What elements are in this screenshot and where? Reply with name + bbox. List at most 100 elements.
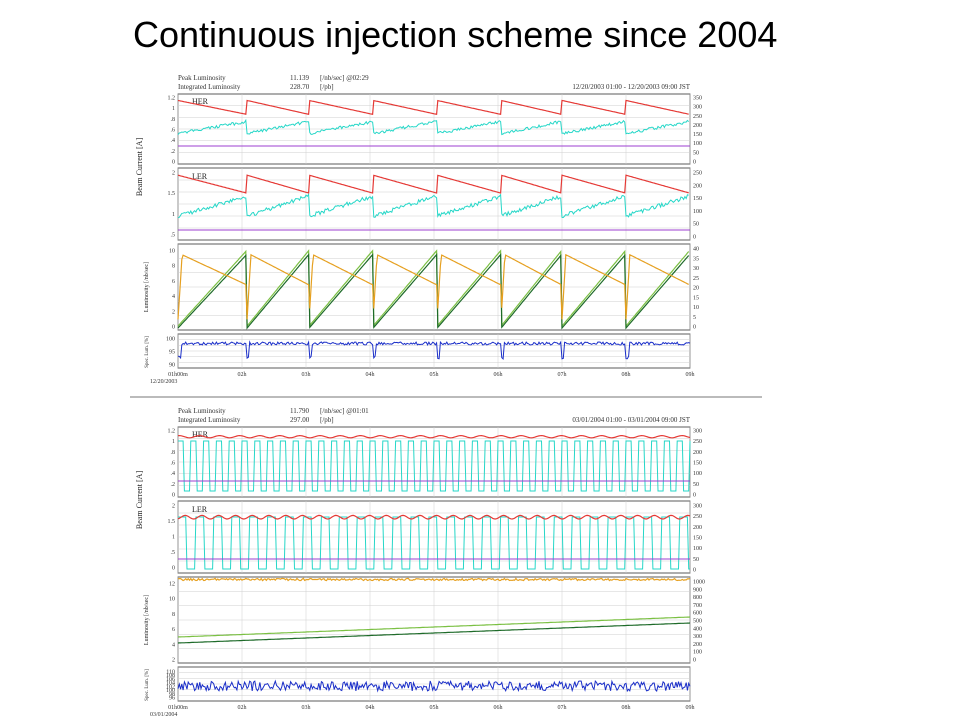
ler-right-tick: 300 <box>693 504 702 510</box>
ler-right-tick: 100 <box>693 546 702 552</box>
beam-current-label: Beam Current [A] <box>135 471 144 530</box>
panel-divider <box>130 396 762 398</box>
ler-label: LER <box>192 172 208 181</box>
x-tick: 04h <box>366 705 375 711</box>
her-left-tick: .8 <box>171 450 176 456</box>
spec-tick: 90 <box>169 363 175 369</box>
x-tick: 01h00m <box>168 705 188 711</box>
her-left-tick: .4 <box>171 138 176 144</box>
her-left-tick: .6 <box>171 128 176 134</box>
lum-right-tick: 0 <box>693 658 696 664</box>
lum-right-tick: 0 <box>693 325 696 331</box>
spec-tick: 106 <box>166 677 175 683</box>
x-tick: 08h <box>622 705 631 711</box>
her-current-line <box>177 99 689 116</box>
luminosity-label: Luminosity [/nb/sec] <box>144 262 150 312</box>
x-tick: 04h <box>366 372 375 378</box>
her-right-tick: 50 <box>693 150 699 156</box>
lum-left-tick: 4 <box>172 642 175 648</box>
spec-lum-label: Spec. Lum. [%] <box>145 336 150 368</box>
x-tick: 01h00m <box>168 372 188 378</box>
lum-right-tick: 30 <box>693 266 699 272</box>
lum-left-tick: 10 <box>169 249 175 255</box>
x-date: 03/01/2004 <box>150 712 177 717</box>
lum-right-tick: 5 <box>693 315 696 321</box>
her-left-tick: 1 <box>172 439 175 445</box>
spec-lum-line <box>177 340 691 360</box>
her-right-tick: 200 <box>693 450 702 456</box>
her-left-tick: 1.2 <box>168 96 176 102</box>
her-right-tick: 200 <box>693 123 702 129</box>
x-tick: 06h <box>494 705 503 711</box>
her-right-tick: 50 <box>693 482 699 488</box>
her-label: HER <box>192 97 209 106</box>
lum-left-tick: 0 <box>172 325 175 331</box>
ler-left-tick: 2 <box>172 504 175 510</box>
lum-left-tick: 6 <box>172 627 175 633</box>
spec-tick: 95 <box>169 350 175 356</box>
her-left-tick: .2 <box>171 149 176 155</box>
her-right-tick: 0 <box>693 493 696 499</box>
peak-lum-unit: [/nb/sec] @02:29 <box>320 74 369 82</box>
integ-lum-value: 228.70 <box>290 83 310 91</box>
date-range: 12/20/2003 01:00 - 12/20/2003 09:00 JST <box>572 83 690 91</box>
ler-right-tick: 50 <box>693 557 699 563</box>
integ-delivered-line <box>177 616 691 638</box>
ler-right-tick: 200 <box>693 525 702 531</box>
her-left-tick: 0 <box>172 493 175 499</box>
ler-right-tick: 200 <box>693 183 702 189</box>
spec-lum-label: Spec. Lum. [%] <box>145 669 150 701</box>
x-tick: 03h <box>302 705 311 711</box>
lum-right-tick: 100 <box>693 650 702 656</box>
x-tick: 02h <box>238 705 247 711</box>
lum-left-tick: 6 <box>172 279 175 285</box>
x-tick: 05h <box>430 372 439 378</box>
her-right-tick: 250 <box>693 439 702 445</box>
peak-lum-label: Peak Luminosity <box>178 407 226 415</box>
integ-lum-value: 297.00 <box>290 416 310 424</box>
lum-right-tick: 10 <box>693 305 699 311</box>
ler-right-tick: 150 <box>693 536 702 542</box>
her-right-tick: 100 <box>693 471 702 477</box>
integ-lum-unit: [/pb] <box>320 416 334 424</box>
peak-lum-value: 11.790 <box>290 407 309 415</box>
luminosity-chart-2004: Peak Luminosity 11.790 [/nb/sec] @01:01 Int… <box>135 407 705 717</box>
ler-left-tick: .5 <box>171 233 176 239</box>
ler-right-tick: 150 <box>693 196 702 202</box>
spec-tick: 110 <box>166 670 175 676</box>
integ-delivered-line <box>177 249 690 328</box>
ler-left-tick: 1.5 <box>168 191 176 197</box>
lum-left-tick: 12 <box>169 582 175 588</box>
her-left-tick: .8 <box>171 117 176 123</box>
luminosity-label: Luminosity [/nb/sec] <box>144 595 150 645</box>
ler-left-tick: 0 <box>172 566 175 572</box>
lum-right-tick: 40 <box>693 247 699 253</box>
her-left-tick: .4 <box>171 471 176 477</box>
x-tick: 06h <box>494 372 503 378</box>
her-left-tick: 1.2 <box>168 429 176 435</box>
ler-right-tick: 0 <box>693 235 696 241</box>
ler-lifetime-line <box>178 516 690 570</box>
integ-logged-line <box>177 622 691 644</box>
ler-right-tick: 250 <box>693 514 702 520</box>
lum-right-tick: 25 <box>693 276 699 282</box>
peak-lum-label: Peak Luminosity <box>178 74 226 82</box>
x-tick: 09h <box>686 705 695 711</box>
her-right-tick: 0 <box>693 160 696 166</box>
peak-lum-value: 11.139 <box>290 74 309 82</box>
her-right-tick: 250 <box>693 114 702 120</box>
x-tick: 07h <box>558 705 567 711</box>
ler-left-tick: 1 <box>172 212 175 218</box>
lum-right-tick: 500 <box>693 619 702 625</box>
ler-right-tick: 250 <box>693 171 702 177</box>
x-tick: 08h <box>622 372 631 378</box>
lum-left-tick: 8 <box>172 612 175 618</box>
ler-right-tick: 50 <box>693 222 699 228</box>
her-left-tick: 1 <box>172 106 175 112</box>
spec-tick: 108 <box>166 673 175 679</box>
ler-current-line <box>177 514 691 520</box>
integ-lum-label: Integrated Luminosity <box>178 83 241 91</box>
her-lifetime-line <box>178 440 691 492</box>
lum-left-tick: 8 <box>172 264 175 270</box>
x-tick: 07h <box>558 372 567 378</box>
